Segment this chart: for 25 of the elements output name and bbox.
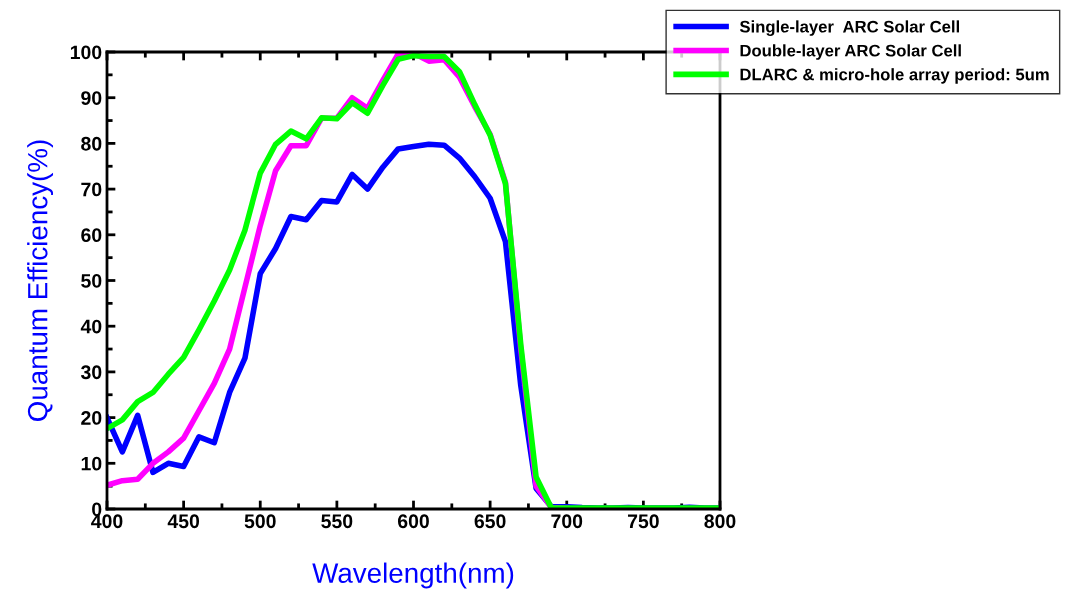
y-axis-title: Quantum Efficiency(%) — [27, 140, 54, 421]
y-tick-label: 60 — [81, 228, 102, 243]
y-tick-label: 90 — [81, 91, 102, 105]
legend-label: DLARC & micro-hole array period: 5um — [740, 68, 1049, 84]
x-tick-label: 750 — [627, 514, 659, 529]
y-tick-label: 80 — [81, 136, 102, 151]
x-tick-label: 600 — [397, 514, 429, 529]
x-tick-label: 450 — [167, 514, 200, 529]
legend-label: Double-layer ARC Solar Cell — [740, 44, 961, 60]
x-tick-label: 650 — [474, 514, 506, 529]
y-tick-label: 70 — [81, 182, 102, 197]
y-tick-label: 100 — [70, 45, 102, 60]
y-tick-label: 10 — [81, 456, 102, 471]
y-tick-label: 30 — [80, 365, 102, 380]
x-tick-label: 400 — [91, 514, 123, 529]
y-tick-label: 0 — [92, 502, 102, 517]
legend-label: Single-layer ARC Solar Cell — [739, 20, 959, 36]
y-tick-label: 50 — [81, 273, 102, 288]
y-tick-label: 40 — [80, 319, 102, 334]
x-tick-label: 500 — [244, 514, 276, 529]
x-tick-label: 800 — [704, 514, 736, 529]
y-tick-label: 20 — [81, 411, 102, 425]
x-tick-label: 700 — [551, 514, 583, 529]
x-axis-title: Wavelength(nm) — [312, 562, 514, 589]
x-tick-label: 550 — [321, 514, 353, 529]
